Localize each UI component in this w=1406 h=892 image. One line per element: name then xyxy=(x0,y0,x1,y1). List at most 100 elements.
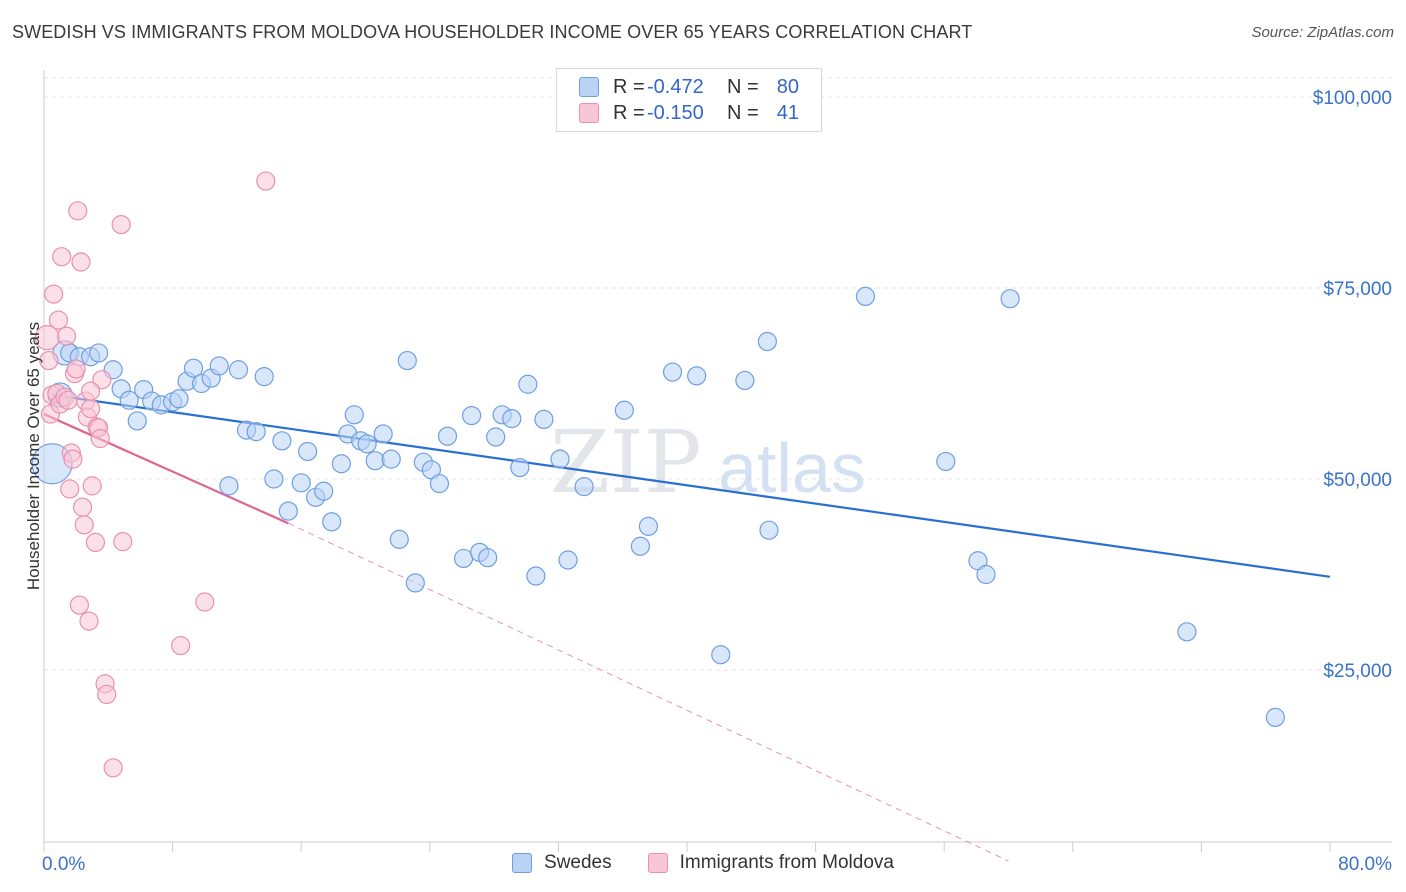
point-swedes xyxy=(534,409,554,430)
point-swedes xyxy=(1177,622,1197,642)
point-swedes xyxy=(510,457,530,478)
point-swedes xyxy=(558,550,578,570)
point-swedes xyxy=(630,536,650,556)
point-moldova xyxy=(82,476,102,496)
point-moldova xyxy=(58,390,78,410)
point-moldova xyxy=(79,611,99,631)
point-moldova xyxy=(63,449,83,469)
point-swedes xyxy=(711,645,731,665)
point-swedes xyxy=(662,362,683,382)
point-swedes xyxy=(254,367,274,387)
point-swedes xyxy=(373,424,393,444)
legend-swatch-swedes xyxy=(579,77,599,97)
point-swedes xyxy=(502,409,522,429)
data-points xyxy=(31,171,1285,778)
point-swedes xyxy=(638,516,659,536)
legend-r-value-moldova: -0.150 xyxy=(647,101,704,124)
point-moldova xyxy=(111,214,131,235)
y-tick-label: $100,000 xyxy=(1313,88,1392,109)
point-swedes xyxy=(209,356,229,376)
point-swedes xyxy=(1265,707,1285,727)
point-swedes xyxy=(246,422,266,442)
point-swedes xyxy=(228,360,249,380)
point-swedes xyxy=(936,451,956,472)
legend-swatch-moldova xyxy=(579,103,599,123)
point-moldova xyxy=(71,252,91,272)
point-moldova xyxy=(90,428,110,449)
point-swedes xyxy=(298,441,318,462)
legend-swatch-swedes xyxy=(512,853,533,873)
point-moldova xyxy=(85,532,106,553)
point-moldova xyxy=(171,635,191,656)
point-moldova xyxy=(44,284,64,304)
point-swedes xyxy=(291,473,311,493)
point-swedes xyxy=(344,405,364,425)
y-axis-label: Householder Income Over 65 years xyxy=(24,321,43,591)
point-moldova xyxy=(52,247,72,267)
point-swedes xyxy=(735,370,755,391)
point-swedes xyxy=(278,501,298,521)
point-swedes xyxy=(89,343,109,363)
legend-item-moldova[interactable]: Immigrants from Moldova xyxy=(647,852,894,874)
point-moldova xyxy=(60,479,80,499)
point-moldova xyxy=(81,381,101,401)
legend-label-swedes: Swedes xyxy=(544,852,612,873)
point-moldova xyxy=(72,497,93,517)
legend-r-label: R = xyxy=(613,101,645,124)
point-swedes xyxy=(550,449,570,469)
point-swedes xyxy=(437,426,458,446)
point-swedes xyxy=(1000,289,1020,309)
point-moldova xyxy=(68,201,88,221)
point-swedes xyxy=(264,469,284,489)
point-swedes xyxy=(219,476,239,496)
x-tick-label-max: 80.0% xyxy=(1338,854,1392,875)
point-swedes xyxy=(518,374,538,394)
point-swedes xyxy=(976,564,996,585)
point-moldova xyxy=(113,532,133,552)
point-moldova xyxy=(256,171,276,191)
watermark-zip: ZIP xyxy=(550,413,702,513)
trend-line-1 xyxy=(43,413,289,525)
point-moldova xyxy=(92,370,112,390)
legend-row-swedes: R = -0.472 N = 80 xyxy=(579,74,799,100)
point-swedes xyxy=(272,431,292,451)
legend-r-label: R = xyxy=(613,75,645,98)
point-swedes xyxy=(614,400,634,420)
point-moldova xyxy=(48,310,69,330)
trend-line-dashed-1 xyxy=(288,522,1009,862)
legend-r-value-swedes: -0.472 xyxy=(647,75,704,98)
tick-labels: $25,000 $50,000 $75,000 $100,000 0.0% 80.0% xyxy=(42,88,1392,875)
y-tick-label: $75,000 xyxy=(1323,279,1392,300)
point-swedes xyxy=(478,548,498,568)
y-tick-label: $50,000 xyxy=(1323,470,1392,491)
legend-row-moldova: R = -0.150 N = 41 xyxy=(579,100,799,126)
point-moldova xyxy=(195,592,215,612)
legend-swatch-moldova xyxy=(647,853,668,873)
point-swedes xyxy=(574,477,594,497)
point-swedes xyxy=(365,451,385,471)
y-tick-label: $25,000 xyxy=(1323,661,1392,682)
point-moldova xyxy=(97,684,117,705)
point-moldova xyxy=(69,595,89,615)
point-swedes xyxy=(757,331,777,352)
legend-n-value-swedes: 80 xyxy=(776,75,799,98)
point-swedes xyxy=(322,512,342,532)
point-swedes xyxy=(314,481,334,501)
point-swedes xyxy=(687,366,707,386)
point-swedes xyxy=(169,389,189,409)
point-moldova xyxy=(81,399,101,419)
point-swedes xyxy=(331,454,351,474)
point-swedes xyxy=(526,566,546,586)
point-swedes xyxy=(119,390,139,410)
point-swedes xyxy=(453,548,474,569)
point-swedes xyxy=(183,358,204,378)
x-tick-label-min: 0.0% xyxy=(42,854,85,875)
point-swedes xyxy=(389,529,409,549)
point-swedes xyxy=(397,350,417,371)
point-swedes xyxy=(486,427,506,447)
legend-item-swedes[interactable]: Swedes xyxy=(512,852,612,874)
point-moldova xyxy=(56,326,77,346)
point-swedes xyxy=(357,434,377,454)
legend-n-label: N = xyxy=(727,101,759,124)
